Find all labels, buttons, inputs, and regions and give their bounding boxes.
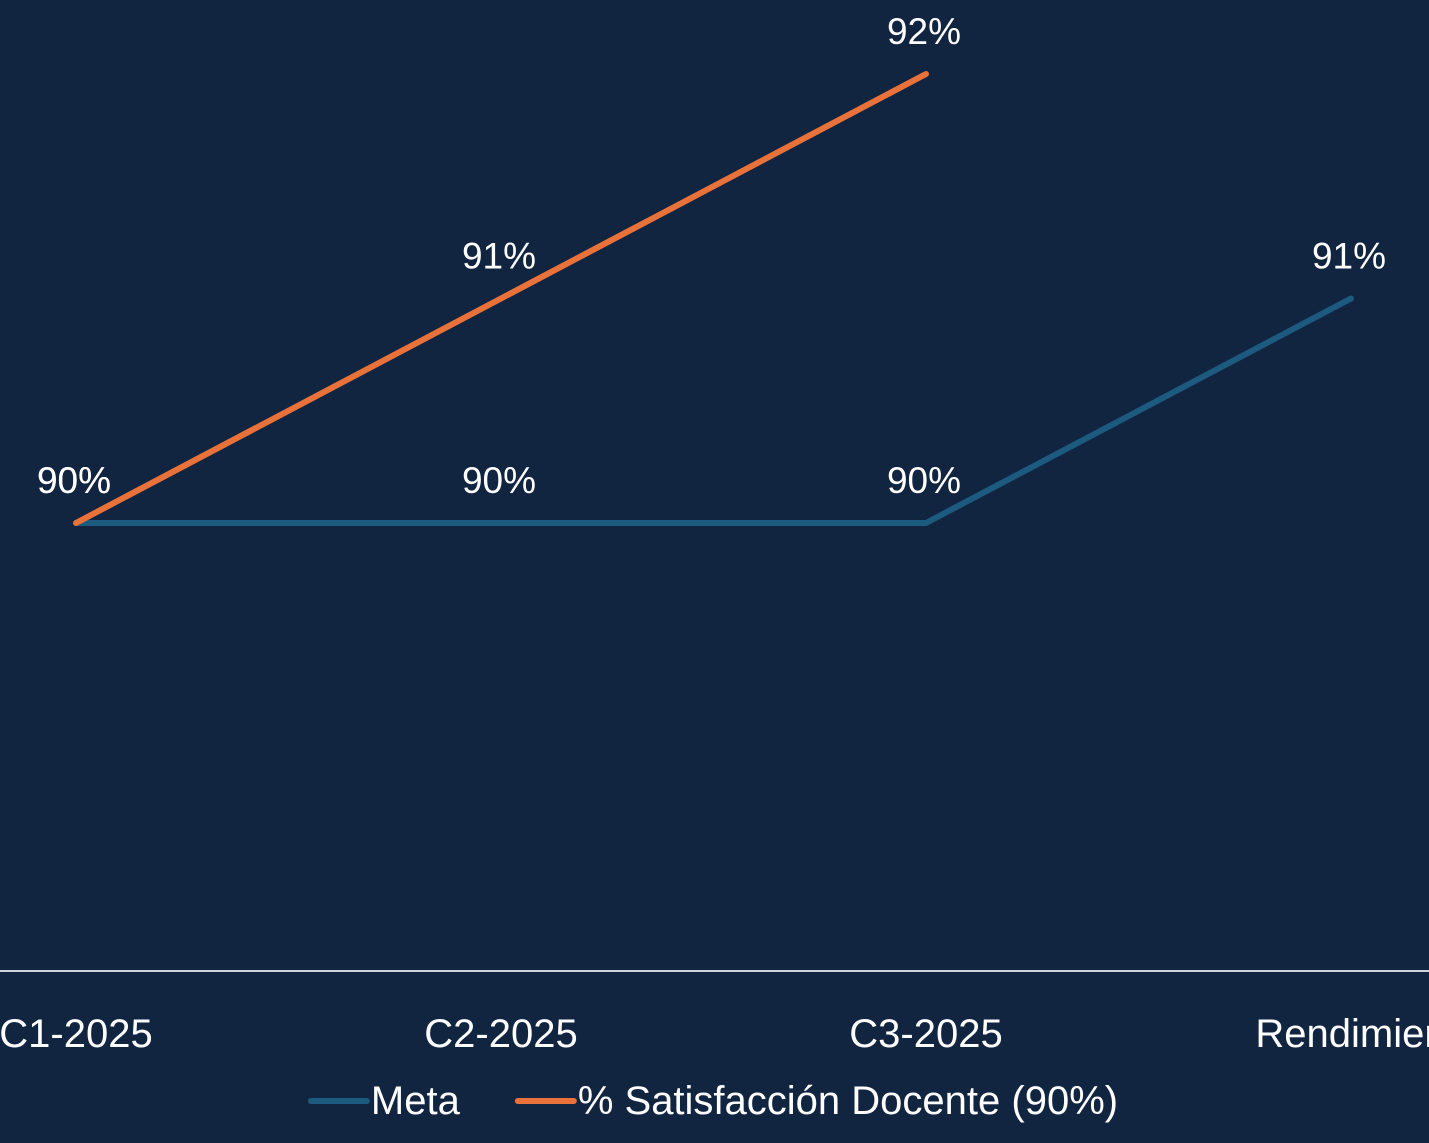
data-label-meta-2: 90%: [887, 460, 961, 501]
legend-label-meta: Meta: [371, 1079, 461, 1123]
x-tick-label-c2-2025: C2-2025: [424, 1012, 577, 1056]
data-label-satisfaccion-docente-90-2: 92%: [887, 11, 961, 52]
data-labels: 90% 90% 90%91%90%91%92%: [37, 11, 1386, 501]
series-line-satisfaccion-docente-90: [73, 71, 929, 526]
legend: Meta % Satisfacción Docente (90%): [307, 1079, 1118, 1123]
x-tick-label-c1-2025: C1-2025: [0, 1012, 153, 1056]
data-label-satisfaccion-docente-90-0: 90%: [37, 460, 111, 501]
data-label-satisfaccion-docente-90-1: 91%: [462, 236, 536, 277]
data-label-meta-3: 91%: [1312, 236, 1386, 277]
x-tick-label-rendimien: Rendimien: [1255, 1012, 1429, 1056]
legend-label-satisfaccion-docente-90: % Satisfacción Docente (90%): [578, 1079, 1118, 1123]
x-tick-labels: C1-2025 C2-2025 C3-2025 Rendimien: [0, 1012, 1429, 1056]
series-lines: [73, 71, 1354, 526]
x-tick-label-c3-2025: C3-2025: [849, 1012, 1002, 1056]
series-line-meta: [73, 295, 1354, 526]
data-label-meta-1: 90%: [462, 460, 536, 501]
data-label-meta-0: 90%: [37, 460, 111, 501]
